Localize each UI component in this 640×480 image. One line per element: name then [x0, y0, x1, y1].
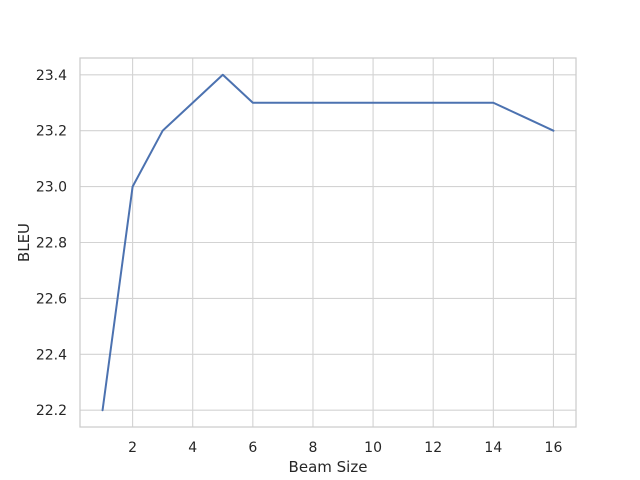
y-axis-ticks: 22.2 22.4 22.6 22.8 23.0 23.2 23.4	[36, 68, 67, 419]
y-tick-label: 22.4	[36, 347, 67, 363]
x-tick-label: 10	[364, 440, 382, 456]
y-tick-label: 23.2	[36, 124, 67, 140]
y-tick-label: 22.6	[36, 291, 67, 307]
x-tick-label: 8	[309, 440, 318, 456]
x-tick-label: 2	[128, 440, 137, 456]
y-tick-label: 22.2	[36, 403, 67, 419]
y-tick-label: 23.4	[36, 68, 67, 84]
y-axis-label: BLEU	[15, 223, 33, 262]
x-tick-label: 4	[188, 440, 197, 456]
plot-frame	[79, 57, 577, 428]
y-tick-label: 22.8	[36, 236, 67, 252]
bleu-series-line	[101, 73, 555, 412]
y-tick-label: 23.0	[36, 180, 67, 196]
x-tick-label: 14	[484, 440, 502, 456]
x-axis-label: Beam Size	[289, 458, 368, 476]
x-tick-label: 12	[424, 440, 442, 456]
x-tick-label: 16	[545, 440, 563, 456]
grid	[80, 58, 576, 427]
x-tick-label: 6	[248, 440, 257, 456]
series-layer	[101, 73, 555, 412]
x-axis-ticks: 2 4 6 8 10 12 14 16	[128, 440, 562, 456]
